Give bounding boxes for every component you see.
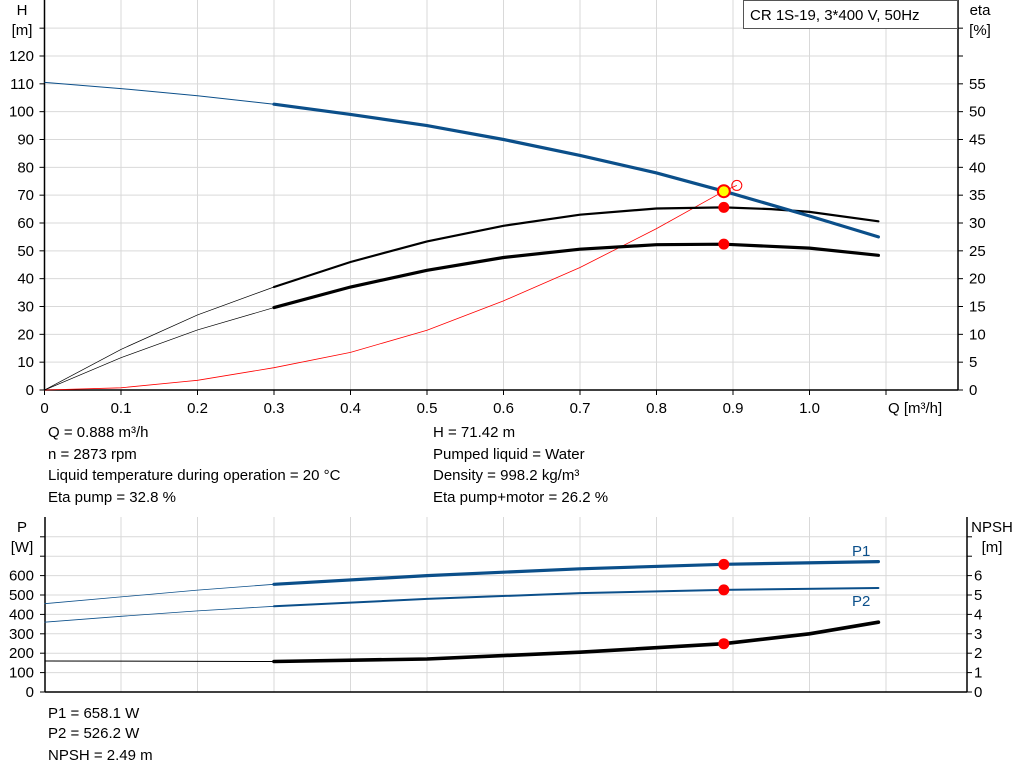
y-right-tick-label: 20	[969, 271, 986, 288]
info-p1: P1 = 658.1 W	[48, 705, 140, 722]
y-left-tick-label: 50	[17, 243, 34, 260]
y-left-tick-label: 70	[17, 187, 34, 204]
y-left-tick-label: 120	[9, 48, 34, 65]
y-left-tick-label: 40	[17, 271, 34, 288]
p2-curve-extension	[44, 605, 275, 623]
info-p2: P2 = 526.2 W	[48, 725, 140, 742]
duty-point-marker	[716, 184, 731, 199]
y-left-axis-label: P	[17, 519, 27, 536]
y-right-tick-label: 35	[969, 187, 986, 204]
y-right-tick-label: 4	[974, 606, 982, 623]
y-left-tick-label: 10	[17, 354, 34, 371]
y-left-tick-label: 80	[17, 159, 34, 176]
y-right-axis-unit: [%]	[969, 22, 991, 39]
y-right-tick-label: 0	[969, 382, 977, 399]
y-left-tick-label: 600	[9, 568, 34, 585]
npsh-marker	[718, 638, 730, 650]
y-right-tick-label: 30	[969, 215, 986, 232]
x-tick-label: 0.1	[111, 400, 132, 417]
y-left-axis-unit: [m]	[12, 22, 33, 39]
eta-pump-curve-extension	[44, 286, 275, 391]
y-left-tick-label: 60	[17, 215, 34, 232]
eta-pump-motor-marker	[718, 238, 730, 250]
y-left-tick-label: 20	[17, 326, 34, 343]
y-left-tick-label: 200	[9, 645, 34, 662]
y-left-axis-label: H	[17, 2, 28, 19]
info-density: Density = 998.2 kg/m³	[433, 467, 580, 484]
y-right-tick-label: 5	[969, 354, 977, 371]
info-npsh: NPSH = 2.49 m	[48, 747, 153, 764]
x-tick-label: 0.3	[264, 400, 285, 417]
y-right-tick-label: 6	[974, 568, 982, 585]
y-right-tick-label: 2	[974, 645, 982, 662]
y-left-tick-label: 0	[26, 684, 34, 701]
info-liquid-temp: Liquid temperature during operation = 20…	[48, 467, 341, 484]
legend-title: CR 1S-19, 3*400 V, 50Hz	[750, 7, 920, 24]
x-tick-label: 0	[40, 400, 48, 417]
eta-pump-motor-curve	[272, 242, 880, 310]
info-speed: n = 2873 rpm	[48, 446, 137, 463]
y-left-tick-label: 0	[26, 382, 34, 399]
y-right-tick-label: 25	[969, 243, 986, 260]
y-left-tick-label: 100	[9, 104, 34, 121]
p1-curve-extension	[44, 583, 275, 605]
y-right-axis-label: NPSH	[971, 519, 1013, 536]
y-right-tick-label: 50	[969, 104, 986, 121]
x-tick-label: 0.8	[646, 400, 667, 417]
y-right-tick-label: 40	[969, 159, 986, 176]
eta-pump-motor-curve-extension	[44, 307, 275, 391]
system-curve	[44, 185, 737, 391]
info-pumped-liquid: Pumped liquid = Water	[433, 446, 585, 463]
y-left-tick-label: 400	[9, 606, 34, 623]
y-left-tick-label: 500	[9, 587, 34, 604]
y-left-tick-label: 100	[9, 665, 34, 682]
p1-label: P1	[852, 543, 870, 560]
x-tick-label: 0.9	[723, 400, 744, 417]
y-right-axis-label: eta	[970, 2, 992, 19]
x-axis-label: Q [m³/h]	[888, 400, 942, 417]
y-left-axis-unit: [W]	[11, 539, 34, 556]
head-curve	[272, 102, 880, 239]
y-right-tick-label: 1	[974, 665, 982, 682]
p2-marker	[718, 584, 730, 596]
y-left-tick-label: 30	[17, 299, 34, 316]
info-eta-pump: Eta pump = 32.8 %	[48, 489, 176, 506]
x-tick-label: 0.7	[570, 400, 591, 417]
x-tick-label: 0.6	[493, 400, 514, 417]
npsh-curve-extension	[44, 660, 275, 662]
p1-curve	[272, 560, 880, 586]
system-curve-end-marker	[731, 179, 743, 191]
p2-label: P2	[852, 593, 870, 610]
legend-box	[743, 0, 958, 29]
x-tick-label: 0.4	[340, 400, 361, 417]
y-left-tick-label: 300	[9, 626, 34, 643]
y-right-tick-label: 5	[974, 587, 982, 604]
eta-pump-marker	[718, 201, 730, 213]
npsh-curve	[272, 620, 881, 664]
x-tick-label: 0.5	[417, 400, 438, 417]
info-eta-pump-motor: Eta pump+motor = 26.2 %	[433, 489, 609, 506]
info-q: Q = 0.888 m³/h	[48, 424, 149, 441]
y-right-tick-label: 55	[969, 76, 986, 93]
x-tick-label: 0.2	[187, 400, 208, 417]
y-left-tick-label: 110	[10, 76, 34, 93]
p1-marker	[718, 558, 730, 570]
y-right-tick-label: 10	[969, 326, 986, 343]
y-right-tick-label: 15	[969, 299, 986, 316]
head-curve-extension	[44, 81, 275, 105]
y-right-tick-label: 45	[969, 132, 986, 149]
y-left-tick-label: 90	[17, 132, 34, 149]
y-right-tick-label: 3	[974, 626, 982, 643]
y-right-tick-label: 0	[974, 684, 982, 701]
info-head: H = 71.42 m	[433, 424, 516, 441]
p2-curve	[273, 587, 880, 608]
y-right-axis-unit: [m]	[982, 539, 1003, 556]
x-tick-label: 1.0	[799, 400, 820, 417]
